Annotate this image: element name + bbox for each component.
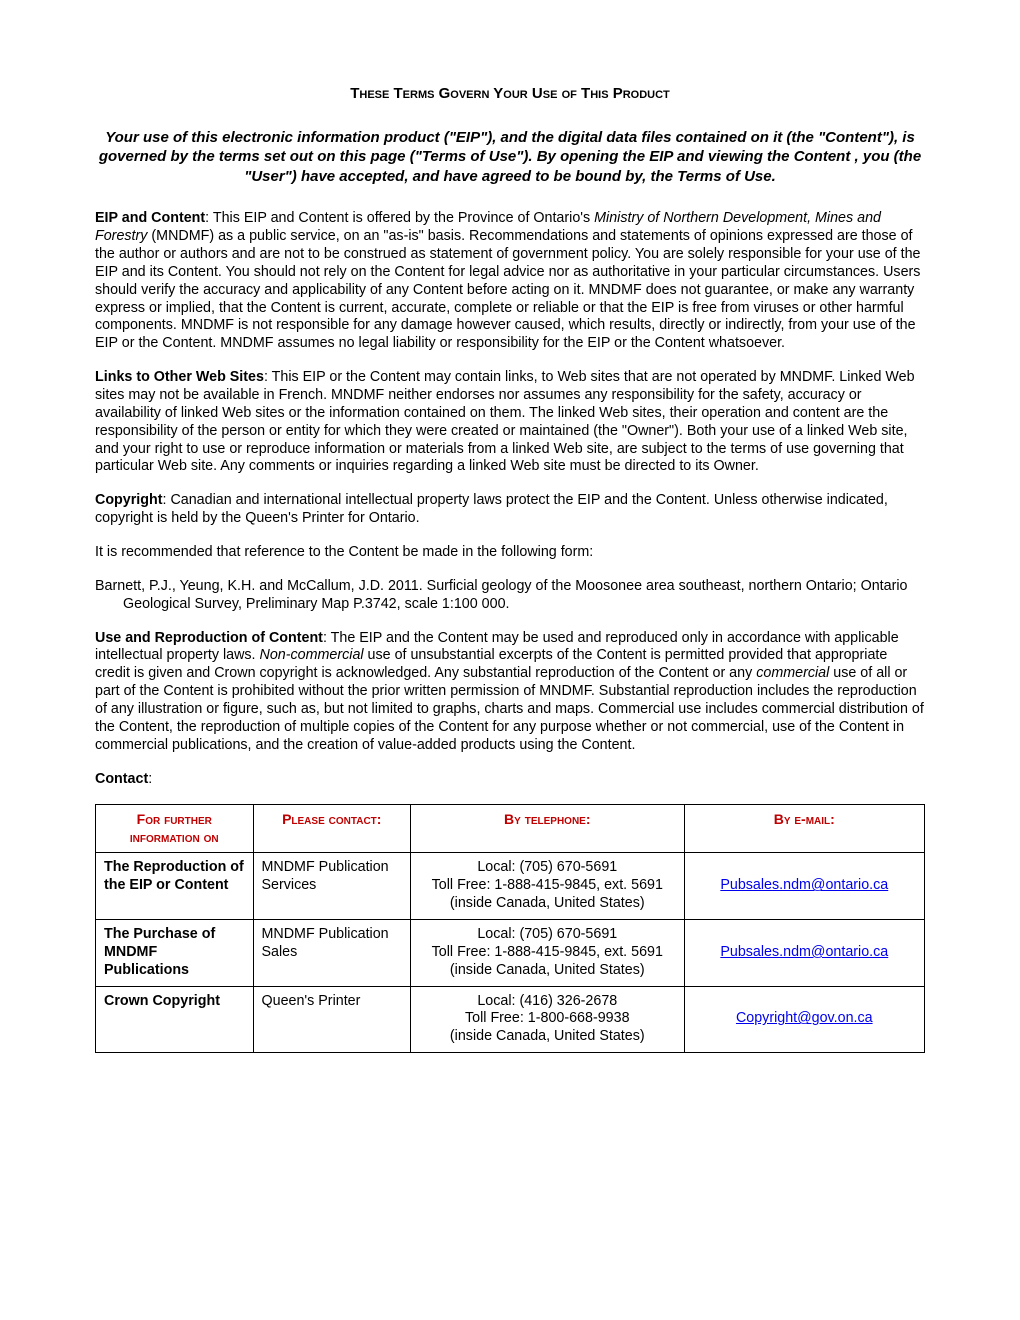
table-header: Please contact: xyxy=(253,805,411,853)
email-link[interactable]: Pubsales.ndm@ontario.ca xyxy=(720,877,888,893)
section-heading: Copyright xyxy=(95,492,163,508)
section-copyright: Copyright: Canadian and international in… xyxy=(95,492,925,528)
phone-tollfree: Toll Free: 1-800-668-9938 xyxy=(465,1010,630,1026)
section-heading: Use and Reproduction of Content xyxy=(95,630,323,646)
section-eip: EIP and Content: This EIP and Content is… xyxy=(95,210,925,353)
body-text: (MNDMF) as a public service, on an "as-i… xyxy=(95,228,920,351)
page-title: These Terms Govern Your Use of This Prod… xyxy=(95,85,925,104)
table-header-row: For further information on Please contac… xyxy=(96,805,925,853)
phone-note: (inside Canada, United States) xyxy=(450,962,645,978)
table-cell-phone: Local: (416) 326-2678 Toll Free: 1-800-6… xyxy=(411,986,685,1053)
table-cell-email: Pubsales.ndm@ontario.ca xyxy=(684,920,924,987)
section-heading: EIP and Content xyxy=(95,210,205,226)
commercial-term: commercial xyxy=(756,665,829,681)
table-cell-topic: The Reproduction of the EIP or Content xyxy=(96,853,254,920)
citation-text: Barnett, P.J., Yeung, K.H. and McCallum,… xyxy=(95,578,925,614)
phone-local: Local: (416) 326-2678 xyxy=(477,993,617,1009)
body-text: : Canadian and international intellectua… xyxy=(95,492,888,526)
table-cell-contact: MNDMF Publication Services xyxy=(253,853,411,920)
phone-note: (inside Canada, United States) xyxy=(450,1028,645,1044)
table-row: Crown Copyright Queen's Printer Local: (… xyxy=(96,986,925,1053)
table-cell-email: Copyright@gov.on.ca xyxy=(684,986,924,1053)
table-row: The Reproduction of the EIP or Content M… xyxy=(96,853,925,920)
recommendation-text: It is recommended that reference to the … xyxy=(95,544,925,562)
section-links: Links to Other Web Sites: This EIP or th… xyxy=(95,369,925,476)
phone-local: Local: (705) 670-5691 xyxy=(477,926,617,942)
phone-tollfree: Toll Free: 1-888-415-9845, ext. 5691 xyxy=(432,877,663,893)
intro-paragraph: Your use of this electronic information … xyxy=(95,128,925,187)
table-cell-contact: MNDMF Publication Sales xyxy=(253,920,411,987)
table-cell-phone: Local: (705) 670-5691 Toll Free: 1-888-4… xyxy=(411,853,685,920)
phone-note: (inside Canada, United States) xyxy=(450,895,645,911)
table-cell-email: Pubsales.ndm@ontario.ca xyxy=(684,853,924,920)
table-cell-topic: The Purchase of MNDMF Publications xyxy=(96,920,254,987)
document-page: These Terms Govern Your Use of This Prod… xyxy=(0,0,1020,1113)
body-text: : This EIP and Content is offered by the… xyxy=(205,210,594,226)
table-cell-contact: Queen's Printer xyxy=(253,986,411,1053)
phone-local: Local: (705) 670-5691 xyxy=(477,859,617,875)
table-header: For further information on xyxy=(96,805,254,853)
contact-heading: Contact: xyxy=(95,771,925,789)
email-link[interactable]: Copyright@gov.on.ca xyxy=(736,1010,873,1026)
section-heading: Contact xyxy=(95,771,148,787)
phone-tollfree: Toll Free: 1-888-415-9845, ext. 5691 xyxy=(432,944,663,960)
contact-table: For further information on Please contac… xyxy=(95,804,925,1053)
table-cell-topic: Crown Copyright xyxy=(96,986,254,1053)
table-header: By e-mail: xyxy=(684,805,924,853)
table-header: By telephone: xyxy=(411,805,685,853)
table-cell-phone: Local: (705) 670-5691 Toll Free: 1-888-4… xyxy=(411,920,685,987)
table-row: The Purchase of MNDMF Publications MNDMF… xyxy=(96,920,925,987)
section-heading: Links to Other Web Sites xyxy=(95,369,264,385)
section-use: Use and Reproduction of Content: The EIP… xyxy=(95,630,925,755)
noncommercial-term: Non-commercial xyxy=(260,647,364,663)
email-link[interactable]: Pubsales.ndm@ontario.ca xyxy=(720,944,888,960)
